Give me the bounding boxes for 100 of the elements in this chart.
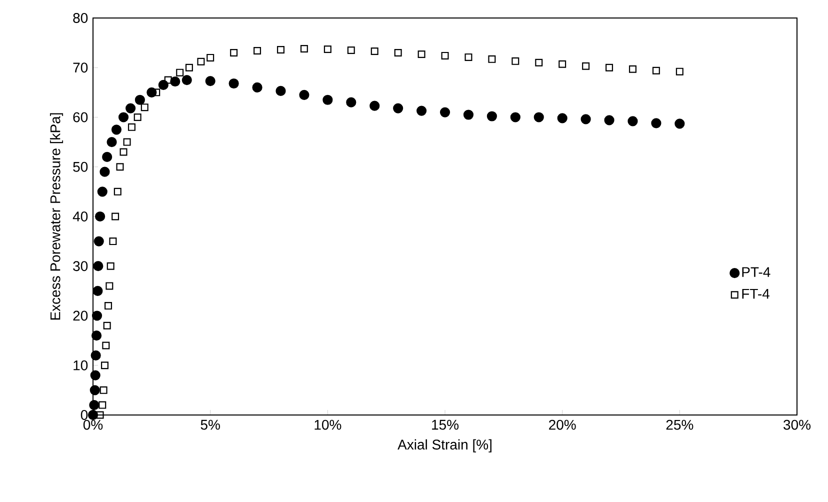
y-tick-label: 40 (72, 212, 88, 222)
point (676, 68, 684, 76)
point (205, 76, 216, 86)
y-tick-label: 50 (73, 162, 88, 172)
point (299, 90, 310, 100)
point (582, 62, 590, 70)
point (394, 48, 402, 56)
point (116, 163, 124, 171)
point (230, 48, 238, 56)
x-tick-label: 20% (549, 420, 576, 430)
point (535, 58, 543, 66)
point (185, 64, 193, 72)
y-tick-label: 10 (74, 360, 88, 370)
point (106, 282, 114, 290)
point (276, 86, 286, 96)
x-axis-title: Axial Strain [%] (398, 439, 492, 452)
point (651, 118, 662, 128)
point (90, 350, 101, 360)
point (111, 124, 122, 135)
point (89, 400, 100, 410)
point (176, 68, 184, 76)
point (197, 58, 205, 66)
point (98, 401, 106, 409)
point (418, 50, 426, 58)
point (93, 261, 104, 272)
x-tick-label: 15% (432, 420, 459, 430)
point (134, 113, 142, 121)
point (346, 97, 356, 108)
point (100, 362, 108, 370)
point (106, 262, 114, 270)
point (674, 118, 685, 129)
point (92, 310, 102, 321)
y-tick-label: 20 (73, 310, 88, 321)
point (628, 65, 636, 73)
point (558, 60, 566, 68)
y-axis-title: Excess Porewater Pressure [kPa] (50, 113, 64, 320)
x-tick-label: 30% (784, 420, 811, 430)
point (94, 236, 104, 246)
point (628, 116, 638, 126)
y-tick-label: 30 (73, 261, 88, 272)
point (464, 53, 472, 61)
point (440, 107, 450, 118)
point (324, 46, 332, 54)
point (97, 186, 108, 197)
point (534, 112, 544, 122)
point (102, 152, 112, 162)
point (106, 137, 117, 148)
legend-label: PT-4 (742, 267, 770, 277)
point (90, 385, 100, 396)
point (604, 115, 614, 126)
point (114, 188, 122, 196)
point (252, 82, 262, 93)
point (140, 104, 148, 112)
x-tick-label: 0% (83, 420, 103, 430)
point (123, 138, 131, 146)
point (416, 106, 427, 116)
point (370, 47, 378, 55)
point (276, 46, 284, 54)
point (488, 55, 496, 63)
point (300, 45, 308, 53)
point (580, 114, 591, 124)
point (100, 386, 108, 394)
point (606, 64, 614, 72)
point (134, 94, 145, 105)
point (128, 123, 136, 131)
point (126, 103, 136, 114)
point (109, 238, 117, 246)
point (347, 46, 355, 54)
point (102, 342, 110, 350)
y-tick-label: 60 (73, 112, 88, 122)
point (486, 111, 497, 122)
point (206, 54, 214, 62)
point (370, 100, 380, 111)
point (512, 57, 520, 65)
point (510, 112, 520, 122)
point (91, 330, 102, 341)
y-tick-label: 70 (73, 62, 88, 73)
x-tick-label: 25% (666, 420, 694, 430)
point (118, 112, 129, 122)
point (441, 52, 449, 60)
point (254, 46, 262, 54)
point (96, 411, 104, 419)
point (94, 211, 106, 222)
point (104, 302, 112, 310)
point (228, 78, 239, 89)
point (322, 94, 333, 105)
y-tick-label: 80 (73, 13, 88, 23)
point (557, 113, 568, 124)
legend-label: FT-4 (742, 288, 770, 299)
point (92, 286, 103, 296)
point (393, 103, 404, 114)
y-tick-label: 0 (80, 410, 88, 420)
point (100, 166, 110, 177)
point (112, 212, 120, 220)
x-tick-label: 10% (314, 420, 342, 430)
point (90, 370, 100, 380)
point (182, 74, 192, 86)
point (652, 66, 660, 74)
x-tick-label: 5% (200, 420, 220, 430)
point (103, 322, 111, 330)
